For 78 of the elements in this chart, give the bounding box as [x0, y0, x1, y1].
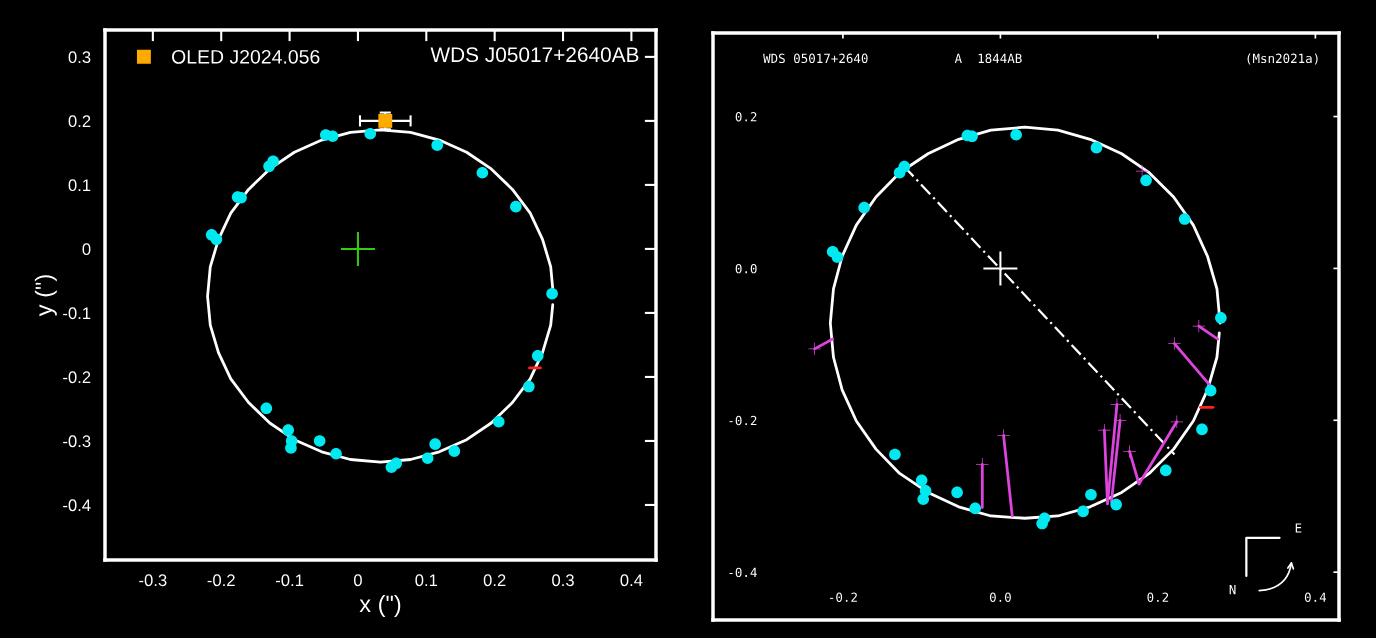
y-tick-label: -0.3 — [63, 435, 91, 448]
point — [385, 461, 398, 473]
annotation: N — [1229, 585, 1236, 595]
point — [1110, 498, 1122, 511]
point — [267, 155, 279, 168]
point — [951, 486, 963, 499]
point — [1215, 311, 1227, 324]
point — [431, 139, 444, 152]
point — [915, 474, 928, 487]
point — [1196, 423, 1208, 436]
point — [523, 380, 535, 393]
point — [1170, 415, 1183, 429]
point — [831, 251, 844, 263]
y-tick-label: 0.3 — [68, 51, 91, 64]
point — [285, 442, 297, 454]
x-tick-label: 0.0 — [989, 592, 1011, 602]
y-tick-label: 0.1 — [68, 179, 91, 192]
point — [1168, 337, 1181, 350]
x-tick-label: 0.4 — [1304, 592, 1327, 602]
y-tick-label: 0 — [82, 243, 91, 256]
x-axis-title: x (") — [359, 594, 401, 617]
x-tick-label: 0 — [353, 574, 362, 587]
point — [282, 424, 295, 436]
y-tick-label: 0.0 — [735, 263, 757, 274]
annotation: WDS 05017+2640 — [763, 53, 868, 64]
point — [1140, 174, 1152, 187]
x-tick-label: -0.3 — [139, 574, 167, 587]
point — [364, 127, 377, 140]
point — [889, 448, 901, 461]
point — [492, 415, 505, 428]
annotation: A 1844AB — [954, 53, 1022, 64]
point — [1077, 505, 1089, 518]
point — [1159, 464, 1172, 477]
y-tick-label: 0.2 — [68, 115, 91, 128]
annotation: E — [1295, 523, 1302, 533]
point — [969, 502, 982, 515]
x-tick-label: -0.2 — [830, 592, 857, 602]
point — [429, 438, 441, 450]
y-tick-label: 0.2 — [735, 112, 757, 122]
point — [260, 402, 273, 415]
point — [510, 200, 522, 213]
x-tick-label: 0.2 — [1147, 592, 1169, 602]
point — [1178, 213, 1191, 225]
point — [330, 447, 342, 460]
x-tick-label: 0.2 — [483, 574, 506, 587]
y-tick-label: -0.2 — [63, 371, 91, 384]
y-tick-label: -0.4 — [729, 567, 757, 578]
y-axis-title: y (") — [34, 275, 57, 317]
annotation: WDS J05017+2640AB — [430, 47, 639, 63]
point — [210, 233, 223, 246]
legend-label: OLED J2024.056 — [172, 49, 320, 64]
point — [1123, 445, 1136, 458]
x-tick-label: 0.1 — [415, 574, 438, 587]
point — [983, 251, 1018, 286]
point — [421, 452, 434, 465]
y-tick-label: -0.4 — [63, 499, 91, 512]
point — [531, 350, 544, 362]
point — [1090, 141, 1103, 154]
x-tick-label: -0.1 — [275, 574, 304, 587]
x-tick-label: -0.2 — [207, 574, 235, 587]
x-tick-label: 0.3 — [552, 574, 574, 587]
y-tick-label: -0.1 — [63, 307, 91, 320]
annotation: (Msn2021a) — [1247, 53, 1318, 65]
x-tick-label: 0.4 — [620, 574, 643, 587]
point — [1036, 517, 1048, 530]
point — [1010, 128, 1022, 141]
point — [340, 231, 375, 266]
point — [1204, 384, 1217, 397]
point — [1085, 488, 1097, 501]
point — [917, 493, 930, 506]
point — [448, 445, 461, 457]
point — [898, 160, 911, 173]
point — [1135, 165, 1149, 178]
point — [546, 287, 558, 300]
point — [476, 166, 489, 179]
point — [858, 201, 870, 214]
y-tick-label: -0.2 — [729, 415, 757, 426]
point — [313, 435, 326, 447]
